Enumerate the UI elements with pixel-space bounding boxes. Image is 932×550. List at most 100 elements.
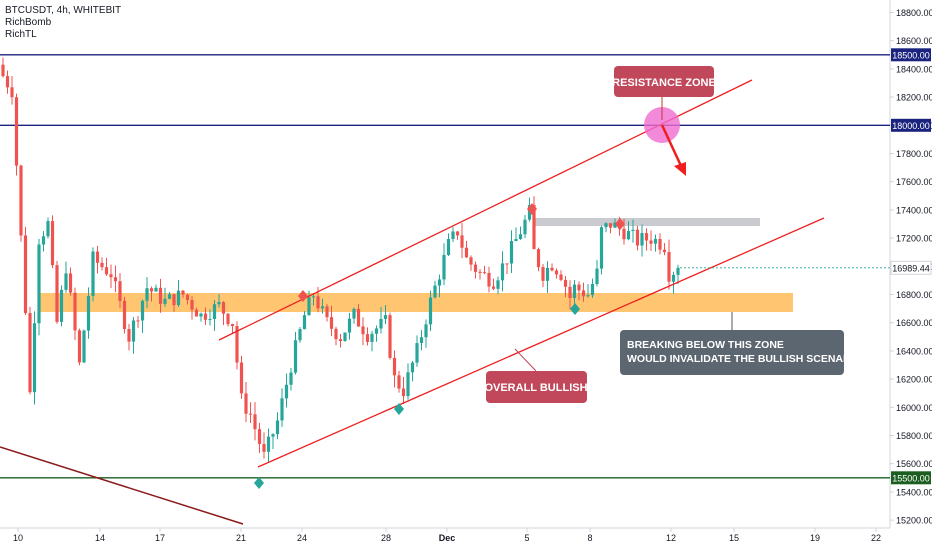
candle-body[interactable] [383, 315, 388, 319]
candle-body[interactable] [226, 313, 230, 325]
candle-body[interactable] [388, 315, 392, 358]
candle-body[interactable] [473, 264, 478, 272]
candle-body[interactable] [545, 267, 550, 281]
candle-body[interactable] [293, 340, 298, 373]
resistance-label-box[interactable] [614, 66, 714, 97]
candle-body[interactable] [374, 328, 379, 334]
candle-body[interactable] [527, 205, 532, 220]
candle-body[interactable] [464, 247, 469, 258]
candle-body[interactable] [194, 309, 199, 317]
candle-body[interactable] [325, 306, 329, 318]
candle-body[interactable] [208, 319, 212, 321]
candle-body[interactable] [577, 284, 581, 291]
indicator-richtl[interactable]: RichTL [5, 29, 37, 40]
candle-body[interactable] [23, 235, 28, 314]
candle-body[interactable] [91, 251, 95, 296]
candle-body[interactable] [32, 323, 37, 393]
candle-body[interactable] [82, 330, 86, 363]
candle-body[interactable] [541, 267, 545, 281]
candle-body[interactable] [419, 337, 424, 344]
candle-body[interactable] [289, 372, 293, 385]
candle-body[interactable] [563, 279, 568, 287]
candle-body[interactable] [181, 290, 185, 295]
candle-body[interactable] [613, 222, 617, 228]
candle-body[interactable] [266, 436, 271, 452]
candle-body[interactable] [127, 328, 131, 342]
swing-low-marker[interactable] [394, 403, 404, 415]
candle-body[interactable] [19, 165, 23, 236]
candle-body[interactable] [604, 223, 608, 228]
channel-lower-line[interactable] [257, 217, 825, 468]
candle-body[interactable] [163, 298, 167, 304]
candle-body[interactable] [635, 229, 640, 246]
candle-body[interactable] [109, 274, 113, 278]
candle-body[interactable] [113, 277, 118, 282]
candle-body[interactable] [145, 288, 149, 301]
candle-body[interactable] [379, 318, 383, 329]
candle-body[interactable] [415, 343, 419, 363]
candle-body[interactable] [118, 281, 122, 301]
down-trendline[interactable] [0, 446, 244, 525]
candle-body[interactable] [509, 241, 514, 264]
previous-high-zone[interactable] [533, 218, 760, 226]
candle-body[interactable] [622, 228, 626, 240]
candle-body[interactable] [626, 230, 631, 240]
candle-body[interactable] [554, 270, 559, 275]
candle-body[interactable] [1, 64, 5, 77]
candle-body[interactable] [64, 273, 68, 290]
bullish-label-box[interactable] [486, 371, 587, 403]
candle-body[interactable] [104, 267, 109, 275]
candle-body[interactable] [253, 414, 257, 430]
candle-body[interactable] [59, 289, 64, 322]
candle-body[interactable] [658, 238, 662, 250]
swing-high-marker[interactable] [615, 218, 625, 230]
candle-body[interactable] [491, 286, 496, 289]
candle-body[interactable] [505, 263, 509, 265]
candle-body[interactable] [559, 274, 563, 280]
candle-body[interactable] [280, 398, 284, 421]
candle-body[interactable] [5, 76, 10, 88]
candle-body[interactable] [338, 339, 343, 342]
candle-body[interactable] [316, 296, 320, 309]
candle-body[interactable] [586, 295, 590, 297]
candle-body[interactable] [271, 434, 275, 437]
candle-body[interactable] [649, 240, 653, 244]
candle-body[interactable] [77, 330, 82, 363]
candle-body[interactable] [203, 313, 208, 320]
candle-body[interactable] [671, 274, 676, 282]
candle-body[interactable] [257, 429, 262, 444]
candle-body[interactable] [590, 283, 595, 296]
candle-body[interactable] [28, 313, 32, 393]
candle-body[interactable] [640, 233, 644, 246]
candle-body[interactable] [131, 320, 136, 342]
candle-body[interactable] [500, 263, 505, 281]
candle-body[interactable] [581, 290, 586, 297]
candle-body[interactable] [401, 388, 406, 397]
candle-body[interactable] [248, 413, 253, 415]
candle-body[interactable] [518, 234, 523, 240]
candle-body[interactable] [95, 251, 100, 263]
candle-body[interactable] [536, 249, 541, 268]
candle-body[interactable] [100, 262, 104, 268]
candle-body[interactable] [595, 268, 599, 284]
candle-body[interactable] [608, 223, 613, 228]
candle-body[interactable] [55, 265, 59, 322]
candle-body[interactable] [568, 286, 572, 298]
candle-body[interactable] [667, 252, 671, 282]
candle-body[interactable] [154, 287, 158, 292]
candle-body[interactable] [212, 304, 217, 320]
candle-body[interactable] [199, 313, 203, 317]
candle-body[interactable] [136, 320, 140, 322]
candle-body[interactable] [455, 231, 460, 236]
candle-body[interactable] [433, 285, 437, 298]
support-zone[interactable] [38, 293, 793, 312]
candle-body[interactable] [437, 279, 442, 286]
candle-body[interactable] [361, 326, 365, 335]
swing-low-marker[interactable] [254, 477, 264, 489]
candle-body[interactable] [14, 97, 19, 166]
candle-body[interactable] [217, 302, 221, 305]
candle-body[interactable] [149, 288, 154, 292]
candle-body[interactable] [320, 306, 325, 309]
candle-body[interactable] [662, 249, 667, 253]
